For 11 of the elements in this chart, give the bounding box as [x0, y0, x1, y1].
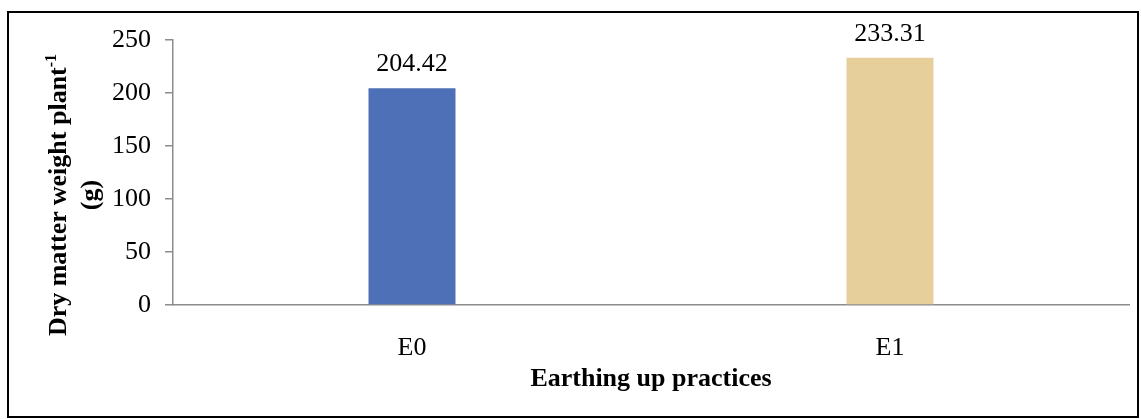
data-label: 204.42 [376, 48, 448, 78]
y-tick-label: 0 [138, 288, 151, 318]
data-label: 233.31 [854, 17, 926, 47]
x-axis-title: Earthing up practices [530, 363, 772, 393]
y-tick-label: 50 [125, 235, 151, 265]
y-tick-label: 200 [112, 76, 151, 106]
y-tick-label: 250 [112, 23, 151, 53]
x-tick-label: E1 [875, 332, 905, 362]
y-tick-label: 150 [112, 129, 151, 159]
x-tick-label: E0 [397, 332, 427, 362]
y-tick-label: 100 [112, 182, 151, 212]
